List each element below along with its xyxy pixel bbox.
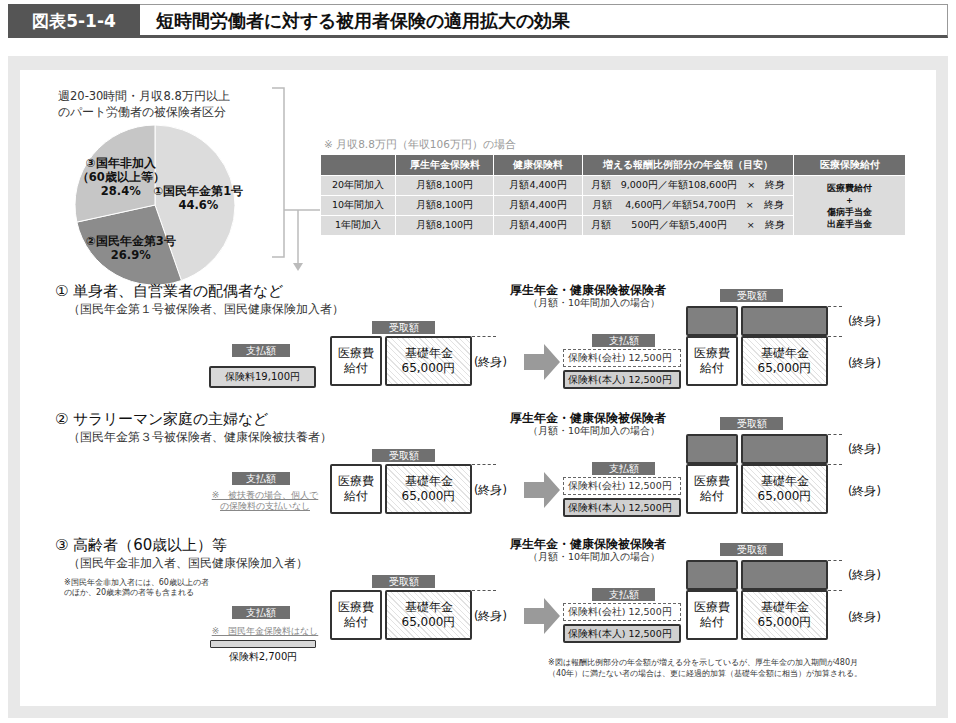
- html-text:(終身): (終身): [848, 568, 881, 582]
- html-text:※ 国民年金保険料はなし: ※ 国民年金保険料はなし: [211, 626, 319, 636]
- html-text:出産手当金: 出産手当金: [827, 218, 872, 229]
- html-text:傷病手当金: 傷病手当金: [827, 206, 872, 217]
- html-text:（40年）に満たない者の場合は、更に経過的加算（基礎年金額に: （40年）に満たない者の場合は、更に経過的加算（基礎年金額に相当）が加算される。: [548, 669, 863, 678]
- html-text:65,000円: 65,000円: [757, 615, 812, 629]
- html-text:医療費: 医療費: [694, 600, 730, 614]
- html-text:基礎年金: 基礎年金: [760, 346, 809, 360]
- html-text:増える報酬比例部分の年金額（目安）: 増える報酬比例部分の年金額（目安）: [603, 158, 773, 170]
- html-text:65,000円: 65,000円: [401, 615, 456, 629]
- html-text:（月額・10年間加入の場合）: （月額・10年間加入の場合）: [528, 297, 661, 308]
- html-text:65,000円: 65,000円: [401, 489, 456, 503]
- html-text:受取額: 受取額: [736, 544, 767, 555]
- html-text:※図は報酬比例部分の年金額が増える分を示しているが、厚生年金: ※図は報酬比例部分の年金額が増える分を示しているが、厚生年金の加入期間が480月: [548, 658, 858, 667]
- html-text:月額8,100円: 月額8,100円: [415, 179, 474, 190]
- html-text:月額 500円／年額5,400円 × 終身: 月額 500円／年額5,400円 × 終身: [591, 219, 785, 230]
- html-text:保険料19,100円: 保険料19,100円: [225, 371, 300, 382]
- html-text:月額4,400円: 月額4,400円: [509, 219, 567, 230]
- html-text:20年間加入: 20年間加入: [332, 179, 384, 190]
- html-text:支払額: 支払額: [608, 589, 639, 600]
- html-text:（国民年金非加入者、国民健康保険加入者）: （国民年金非加入者、国民健康保険加入者）: [68, 556, 308, 570]
- html-text:保険料(会社) 12,500円: 保険料(会社) 12,500円: [568, 352, 672, 363]
- html-text:受取額: 受取額: [388, 450, 419, 461]
- html-text:基礎年金: 基礎年金: [404, 600, 453, 614]
- html-text:図表5-1-4: 図表5-1-4: [32, 11, 116, 31]
- html-text:基礎年金: 基礎年金: [760, 474, 809, 488]
- html-text:医療費: 医療費: [694, 346, 730, 360]
- html-text:(終身): (終身): [848, 314, 881, 328]
- html-text:支払額: 支払額: [246, 345, 276, 356]
- html-text:短時間労働者に対する被用者保険の適用拡大の効果: 短時間労働者に対する被用者保険の適用拡大の効果: [156, 10, 570, 31]
- svg-text:②国民年金第3号26.9%: ②国民年金第3号26.9%: [86, 234, 176, 262]
- html-text:（国民年金第３号被保険者、健康保険被扶養者）: （国民年金第３号被保険者、健康保険被扶養者）: [68, 430, 332, 444]
- html-text:のほか、20歳未満の者等も含まれる: のほか、20歳未満の者等も含まれる: [64, 588, 195, 597]
- html-text:(終身): (終身): [474, 609, 507, 623]
- html-text:受取額: 受取額: [736, 290, 767, 301]
- html-text:（月額・10年間加入の場合）: （月額・10年間加入の場合）: [528, 551, 661, 562]
- html-text:(終身): (終身): [474, 355, 507, 369]
- html-text:（国民年金第１号被保険者、国民健康保険加入者）: （国民年金第１号被保険者、国民健康保険加入者）: [68, 302, 344, 316]
- html-text:医療費: 医療費: [338, 600, 374, 614]
- html-text:※ 月収8.8万円（年収106万円）の場合: ※ 月収8.8万円（年収106万円）の場合: [324, 138, 516, 150]
- html-text:支払額: 支払額: [608, 335, 639, 346]
- html-text:月額4,400円: 月額4,400円: [509, 199, 567, 210]
- html-text:給付: 給付: [700, 615, 724, 629]
- html-text:受取額: 受取額: [388, 322, 419, 333]
- html-text:1年間加入: 1年間加入: [335, 219, 381, 230]
- html-text:(終身): (終身): [848, 484, 881, 498]
- html-text:10年間加入: 10年間加入: [332, 199, 384, 210]
- html-text:（月額・10年間加入の場合）: （月額・10年間加入の場合）: [528, 425, 661, 436]
- html-text:(終身): (終身): [848, 610, 881, 624]
- html-text:保険料(会社) 12,500円: 保険料(会社) 12,500円: [568, 480, 672, 491]
- html-text:給付: 給付: [344, 615, 368, 629]
- svg-text:①国民年金第1号44.6%: ①国民年金第1号44.6%: [154, 184, 244, 212]
- html-text:月額4,400円: 月額4,400円: [509, 179, 567, 190]
- html-text:のパート労働者の被保険者区分: のパート労働者の被保険者区分: [58, 105, 226, 119]
- html-text:基礎年金: 基礎年金: [404, 346, 453, 360]
- html-text:月額8,100円: 月額8,100円: [415, 219, 474, 230]
- html-text:保険料(本人) 12,500円: 保険料(本人) 12,500円: [568, 628, 672, 639]
- html-text:基礎年金: 基礎年金: [760, 600, 809, 614]
- svg-text:③国年非加入（60歳以上等）28.4%: ③国年非加入（60歳以上等）28.4%: [77, 156, 165, 198]
- html-text:医療保険給付: 医療保険給付: [819, 158, 880, 170]
- html-text:65,000円: 65,000円: [757, 361, 812, 375]
- html-text:厚生年金・健康保険被保険者: 厚生年金・健康保険被保険者: [510, 411, 666, 425]
- html-text:健康保険料: 健康保険料: [513, 158, 563, 170]
- html-text:の保険料の支払いなし: の保険料の支払いなし: [220, 501, 310, 511]
- html-text:③ 高齢者（60歳以上）等: ③ 高齢者（60歳以上）等: [55, 536, 228, 554]
- html-text:(終身): (終身): [848, 356, 881, 370]
- html-text:医療費: 医療費: [338, 346, 374, 360]
- html-text:65,000円: 65,000円: [401, 361, 456, 375]
- html-text:保険料(会社) 12,500円: 保険料(会社) 12,500円: [568, 606, 672, 617]
- html-text:給付: 給付: [700, 489, 724, 503]
- html-text:保険料2,700円: 保険料2,700円: [228, 651, 298, 662]
- html-text:保険料(本人) 12,500円: 保険料(本人) 12,500円: [568, 502, 672, 513]
- html-text:医療費: 医療費: [338, 474, 374, 488]
- html-text:支払額: 支払額: [246, 473, 276, 484]
- html-text:※ 被扶養の場合、個人で: ※ 被扶養の場合、個人で: [211, 490, 319, 500]
- html-text:厚生年金・健康保険被保険者: 厚生年金・健康保険被保険者: [510, 537, 666, 551]
- html-text:週20-30時間・月収8.8万円以上: 週20-30時間・月収8.8万円以上: [58, 89, 230, 103]
- html-text:受取額: 受取額: [388, 576, 419, 587]
- html-text:※国民年金非加入者には、60歳以上の者: ※国民年金非加入者には、60歳以上の者: [64, 578, 209, 587]
- html-text:月額 9,000円／年額108,600円 × 終身: 月額 9,000円／年額108,600円 × 終身: [590, 179, 786, 190]
- html-text:厚生年金保険料: 厚生年金保険料: [409, 158, 480, 170]
- html-text:給付: 給付: [344, 361, 368, 375]
- html-text:月額8,100円: 月額8,100円: [415, 199, 474, 210]
- html-text:保険料(本人) 12,500円: 保険料(本人) 12,500円: [568, 374, 672, 385]
- html-text:(終身): (終身): [474, 483, 507, 497]
- html-text:① 単身者、自営業者の配偶者など: ① 単身者、自営業者の配偶者など: [55, 282, 284, 300]
- html-text:月額 4,600円／年額54,700円 × 終身: 月額 4,600円／年額54,700円 × 終身: [592, 199, 784, 210]
- html-text:基礎年金: 基礎年金: [404, 474, 453, 488]
- html-text:(終身): (終身): [848, 442, 881, 456]
- html-text:支払額: 支払額: [246, 607, 276, 618]
- html-text:受取額: 受取額: [736, 418, 767, 429]
- html-text:65,000円: 65,000円: [757, 489, 812, 503]
- html-text:② サラリーマン家庭の主婦など: ② サラリーマン家庭の主婦など: [55, 410, 269, 428]
- html-text:医療費: 医療費: [694, 474, 730, 488]
- html-text:給付: 給付: [700, 361, 724, 375]
- html-text:給付: 給付: [344, 489, 368, 503]
- html-text:医療費給付: 医療費給付: [827, 182, 872, 193]
- html-text:厚生年金・健康保険被保険者: 厚生年金・健康保険被保険者: [510, 283, 666, 297]
- html-text:支払額: 支払額: [608, 463, 639, 474]
